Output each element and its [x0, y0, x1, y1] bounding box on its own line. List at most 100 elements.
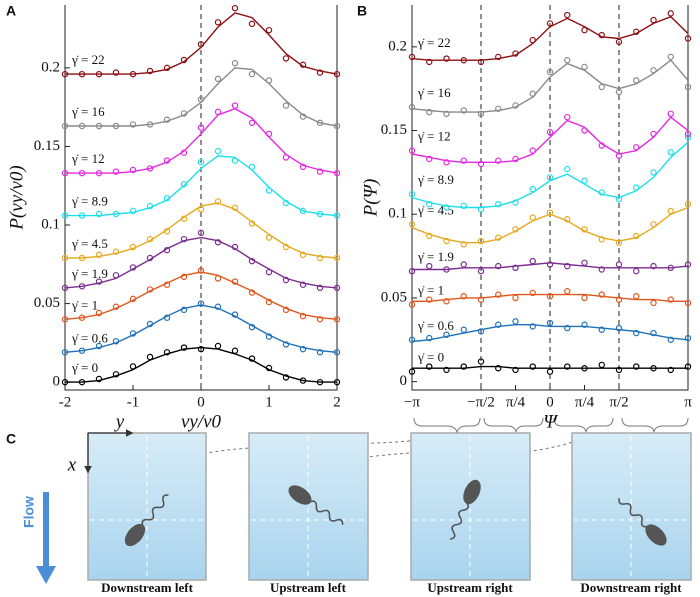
data-point: [197, 124, 205, 131]
data-point: [633, 77, 640, 84]
x-tick-label: −π/2: [467, 394, 495, 410]
data-point: [443, 266, 450, 273]
data-point: [598, 31, 605, 39]
data-point: [265, 364, 273, 372]
axis-label: x: [67, 454, 77, 475]
panel-c: C Downstream left Upstream left Upst: [6, 411, 692, 595]
data-point: [333, 169, 341, 177]
data-point: [495, 262, 502, 270]
data-point: [546, 20, 554, 27]
data-point: [564, 288, 571, 295]
data-point: [477, 328, 485, 335]
data-point: [650, 221, 657, 228]
data-point: [129, 363, 137, 370]
data-point: [495, 157, 502, 164]
data-point: [598, 83, 605, 91]
data-point: [633, 28, 640, 35]
data-point: [598, 291, 605, 298]
data-point: [598, 326, 605, 333]
data-point: [408, 190, 416, 198]
data-point: [512, 366, 519, 374]
data-point: [248, 220, 256, 227]
data-point: [477, 110, 485, 118]
data-point: [146, 67, 154, 75]
data-point: [477, 267, 485, 275]
data-point: [477, 160, 485, 168]
data-point: [564, 363, 571, 370]
data-point: [214, 108, 222, 116]
data-point: [529, 289, 536, 297]
data-point: [180, 344, 188, 351]
data-point: [667, 149, 674, 156]
data-point: [667, 207, 674, 215]
data-point: [598, 236, 605, 243]
series-label: γ̇ = 8.9: [417, 172, 454, 187]
data-point: [112, 303, 120, 310]
data-point: [408, 147, 416, 154]
fit-line: [412, 293, 688, 302]
data-point: [78, 254, 86, 262]
data-point: [112, 210, 120, 218]
data-point: [61, 254, 69, 262]
data-point: [546, 174, 554, 181]
data-point: [443, 55, 450, 62]
data-point: [477, 237, 485, 245]
data-point: [78, 347, 86, 354]
data-point: [231, 102, 239, 109]
data-point: [650, 169, 657, 176]
y-tick-label: 0.2: [388, 38, 407, 54]
data-point: [650, 262, 657, 270]
data-point: [95, 342, 103, 350]
series-label: γ̇ = 16: [417, 85, 451, 100]
data-point: [650, 299, 657, 307]
data-point: [443, 110, 450, 118]
data-point: [95, 210, 103, 218]
series-label: γ̇ = 16: [71, 104, 105, 119]
data-point: [529, 90, 536, 97]
data-point: [615, 88, 623, 96]
data-point: [529, 147, 536, 154]
data-point: [564, 165, 571, 173]
data-point: [316, 284, 324, 292]
data-point: [460, 202, 467, 210]
data-point: [512, 318, 519, 325]
data-point: [231, 311, 239, 318]
data-point: [197, 267, 205, 274]
data-point: [112, 338, 120, 345]
x-tick-label: 0: [197, 394, 205, 410]
data-point: [443, 204, 450, 211]
y-tick-label: 0.05: [381, 289, 407, 305]
data-point: [581, 177, 588, 184]
data-point: [197, 206, 205, 213]
data-point: [333, 349, 341, 356]
data-point: [615, 152, 623, 159]
data-point: [197, 41, 205, 48]
data-point: [512, 226, 519, 233]
data-point: [265, 268, 273, 276]
data-point: [633, 267, 640, 275]
x-tick-label: 0: [546, 394, 554, 410]
data-point: [78, 70, 86, 78]
data-point: [146, 320, 154, 328]
data-point: [460, 326, 467, 333]
data-point: [633, 184, 640, 191]
data-point: [426, 200, 433, 208]
data-point: [495, 321, 502, 328]
data-point: [231, 157, 239, 164]
data-point: [426, 58, 433, 66]
data-point: [529, 257, 536, 265]
data-point: [197, 158, 205, 166]
data-point: [529, 36, 536, 44]
data-point: [78, 283, 86, 290]
data-point: [146, 235, 154, 243]
data-point: [546, 261, 554, 268]
data-point: [684, 35, 692, 42]
data-point: [316, 254, 324, 262]
data-point: [408, 221, 416, 228]
panel-label: A: [6, 3, 16, 19]
data-point: [650, 16, 657, 24]
data-point: [564, 11, 571, 19]
axis-label: y: [114, 411, 125, 432]
series-label: γ̇ = 1.9: [417, 249, 454, 264]
data-point: [581, 26, 588, 34]
